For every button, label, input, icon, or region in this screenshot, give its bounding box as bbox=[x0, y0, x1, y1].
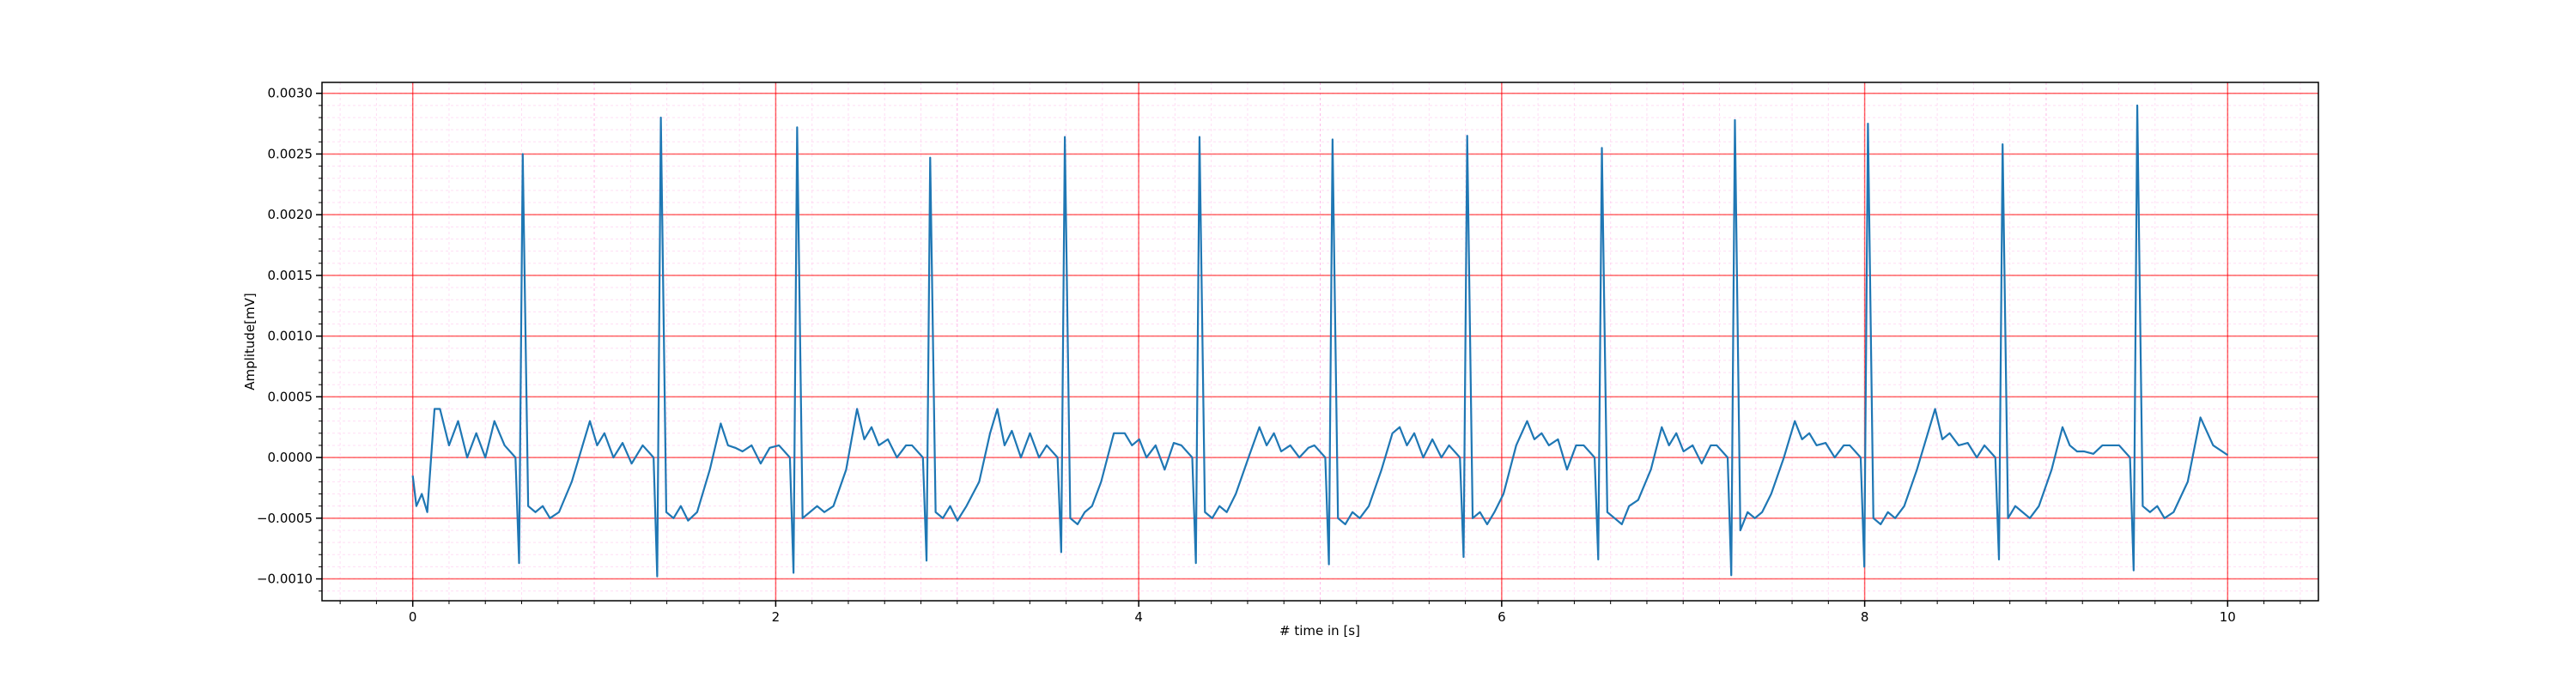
y-axis-label: Amplitude[mV] bbox=[242, 293, 258, 390]
plot-frame bbox=[321, 82, 2319, 602]
y-tick-label: 0.0015 bbox=[268, 268, 313, 283]
y-tick-label: 0.0000 bbox=[268, 450, 313, 465]
y-tick-label: 0.0025 bbox=[268, 146, 313, 161]
x-tick-label: 8 bbox=[1861, 609, 1869, 625]
y-tick-label: 0.0020 bbox=[268, 207, 313, 222]
x-axis-label: # time in [s] bbox=[1279, 623, 1360, 639]
x-tick-label: 6 bbox=[1498, 609, 1506, 625]
y-tick-label: −0.0010 bbox=[257, 572, 313, 587]
signal-line bbox=[411, 104, 2228, 578]
y-tick-label: 0.0030 bbox=[268, 86, 313, 101]
x-tick-label: 4 bbox=[1134, 609, 1143, 625]
x-tick-label: 0 bbox=[409, 609, 417, 625]
x-tick-label: 10 bbox=[2220, 609, 2236, 625]
x-tick-label: 2 bbox=[772, 609, 781, 625]
y-tick-label: 0.0005 bbox=[268, 389, 313, 404]
y-tick-label: −0.0005 bbox=[257, 511, 313, 526]
y-tick-label: 0.0010 bbox=[268, 329, 313, 344]
